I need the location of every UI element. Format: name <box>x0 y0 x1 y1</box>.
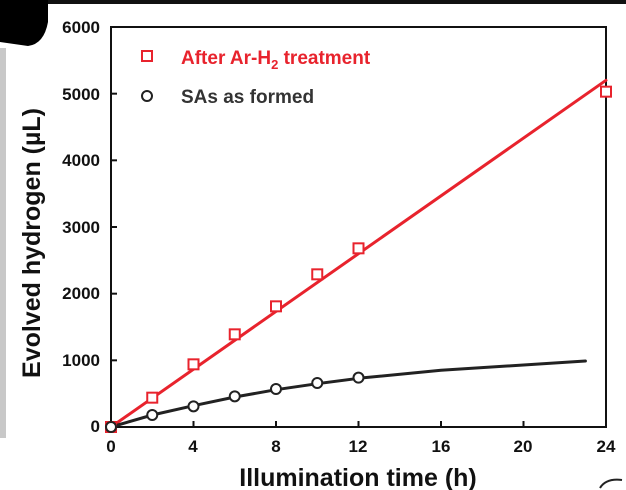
legend-label-treated-main: After Ar-H <box>181 48 271 69</box>
data-point-series-0 <box>270 300 282 313</box>
x-tick-label: 8 <box>271 437 280 456</box>
data-point-series-1 <box>352 371 365 384</box>
legend-label-as-formed: SAs as formed <box>181 87 314 108</box>
legend-marker-square <box>141 50 153 62</box>
x-tick-label: 16 <box>432 437 451 456</box>
data-point-series-1 <box>187 400 200 413</box>
data-point-series-0 <box>146 391 159 404</box>
y-tick-label: 3000 <box>62 218 100 237</box>
x-tick-label: 20 <box>514 437 533 456</box>
data-point-series-0 <box>600 85 612 98</box>
x-tick-label: 0 <box>106 437 115 456</box>
y-tick-label: 6000 <box>62 18 100 37</box>
data-point-series-1 <box>270 383 282 395</box>
x-tick-label: 24 <box>597 437 616 456</box>
legend: After Ar-H2 treatment SAs as formed <box>141 48 371 108</box>
y-tick-label: 0 <box>91 417 100 436</box>
y-tick-label: 2000 <box>62 284 100 303</box>
data-point-series-1 <box>146 409 159 421</box>
x-axis-title: Illumination time (h) <box>239 464 477 490</box>
data-point-series-0 <box>187 358 200 371</box>
left-edge-strip <box>0 48 6 438</box>
data-point-series-0 <box>228 328 241 341</box>
top-edge-strip <box>48 0 626 4</box>
x-tick-label: 12 <box>349 437 368 456</box>
corner-artifact <box>599 478 623 489</box>
fit-line-series-1 <box>109 359 587 429</box>
y-axis-title: Evolved hydrogen (µL) <box>18 108 46 378</box>
data-point-series-0 <box>352 242 365 255</box>
legend-label-treated-suffix: treatment <box>278 48 371 69</box>
x-tick-label: 4 <box>188 437 198 456</box>
legend-label-treated: After Ar-H2 treatment <box>181 48 371 72</box>
data-point-series-1 <box>311 377 324 389</box>
data-point-series-1 <box>105 421 117 433</box>
y-tick-label: 4000 <box>62 151 100 170</box>
y-tick-label: 5000 <box>62 85 100 104</box>
data-point-series-0 <box>311 268 324 281</box>
data-point-series-1 <box>228 390 241 403</box>
legend-marker-circle <box>141 90 153 102</box>
panel-label-blob <box>0 0 48 46</box>
legend-label-subscript: 2 <box>271 57 278 72</box>
y-tick-label: 1000 <box>62 351 100 370</box>
